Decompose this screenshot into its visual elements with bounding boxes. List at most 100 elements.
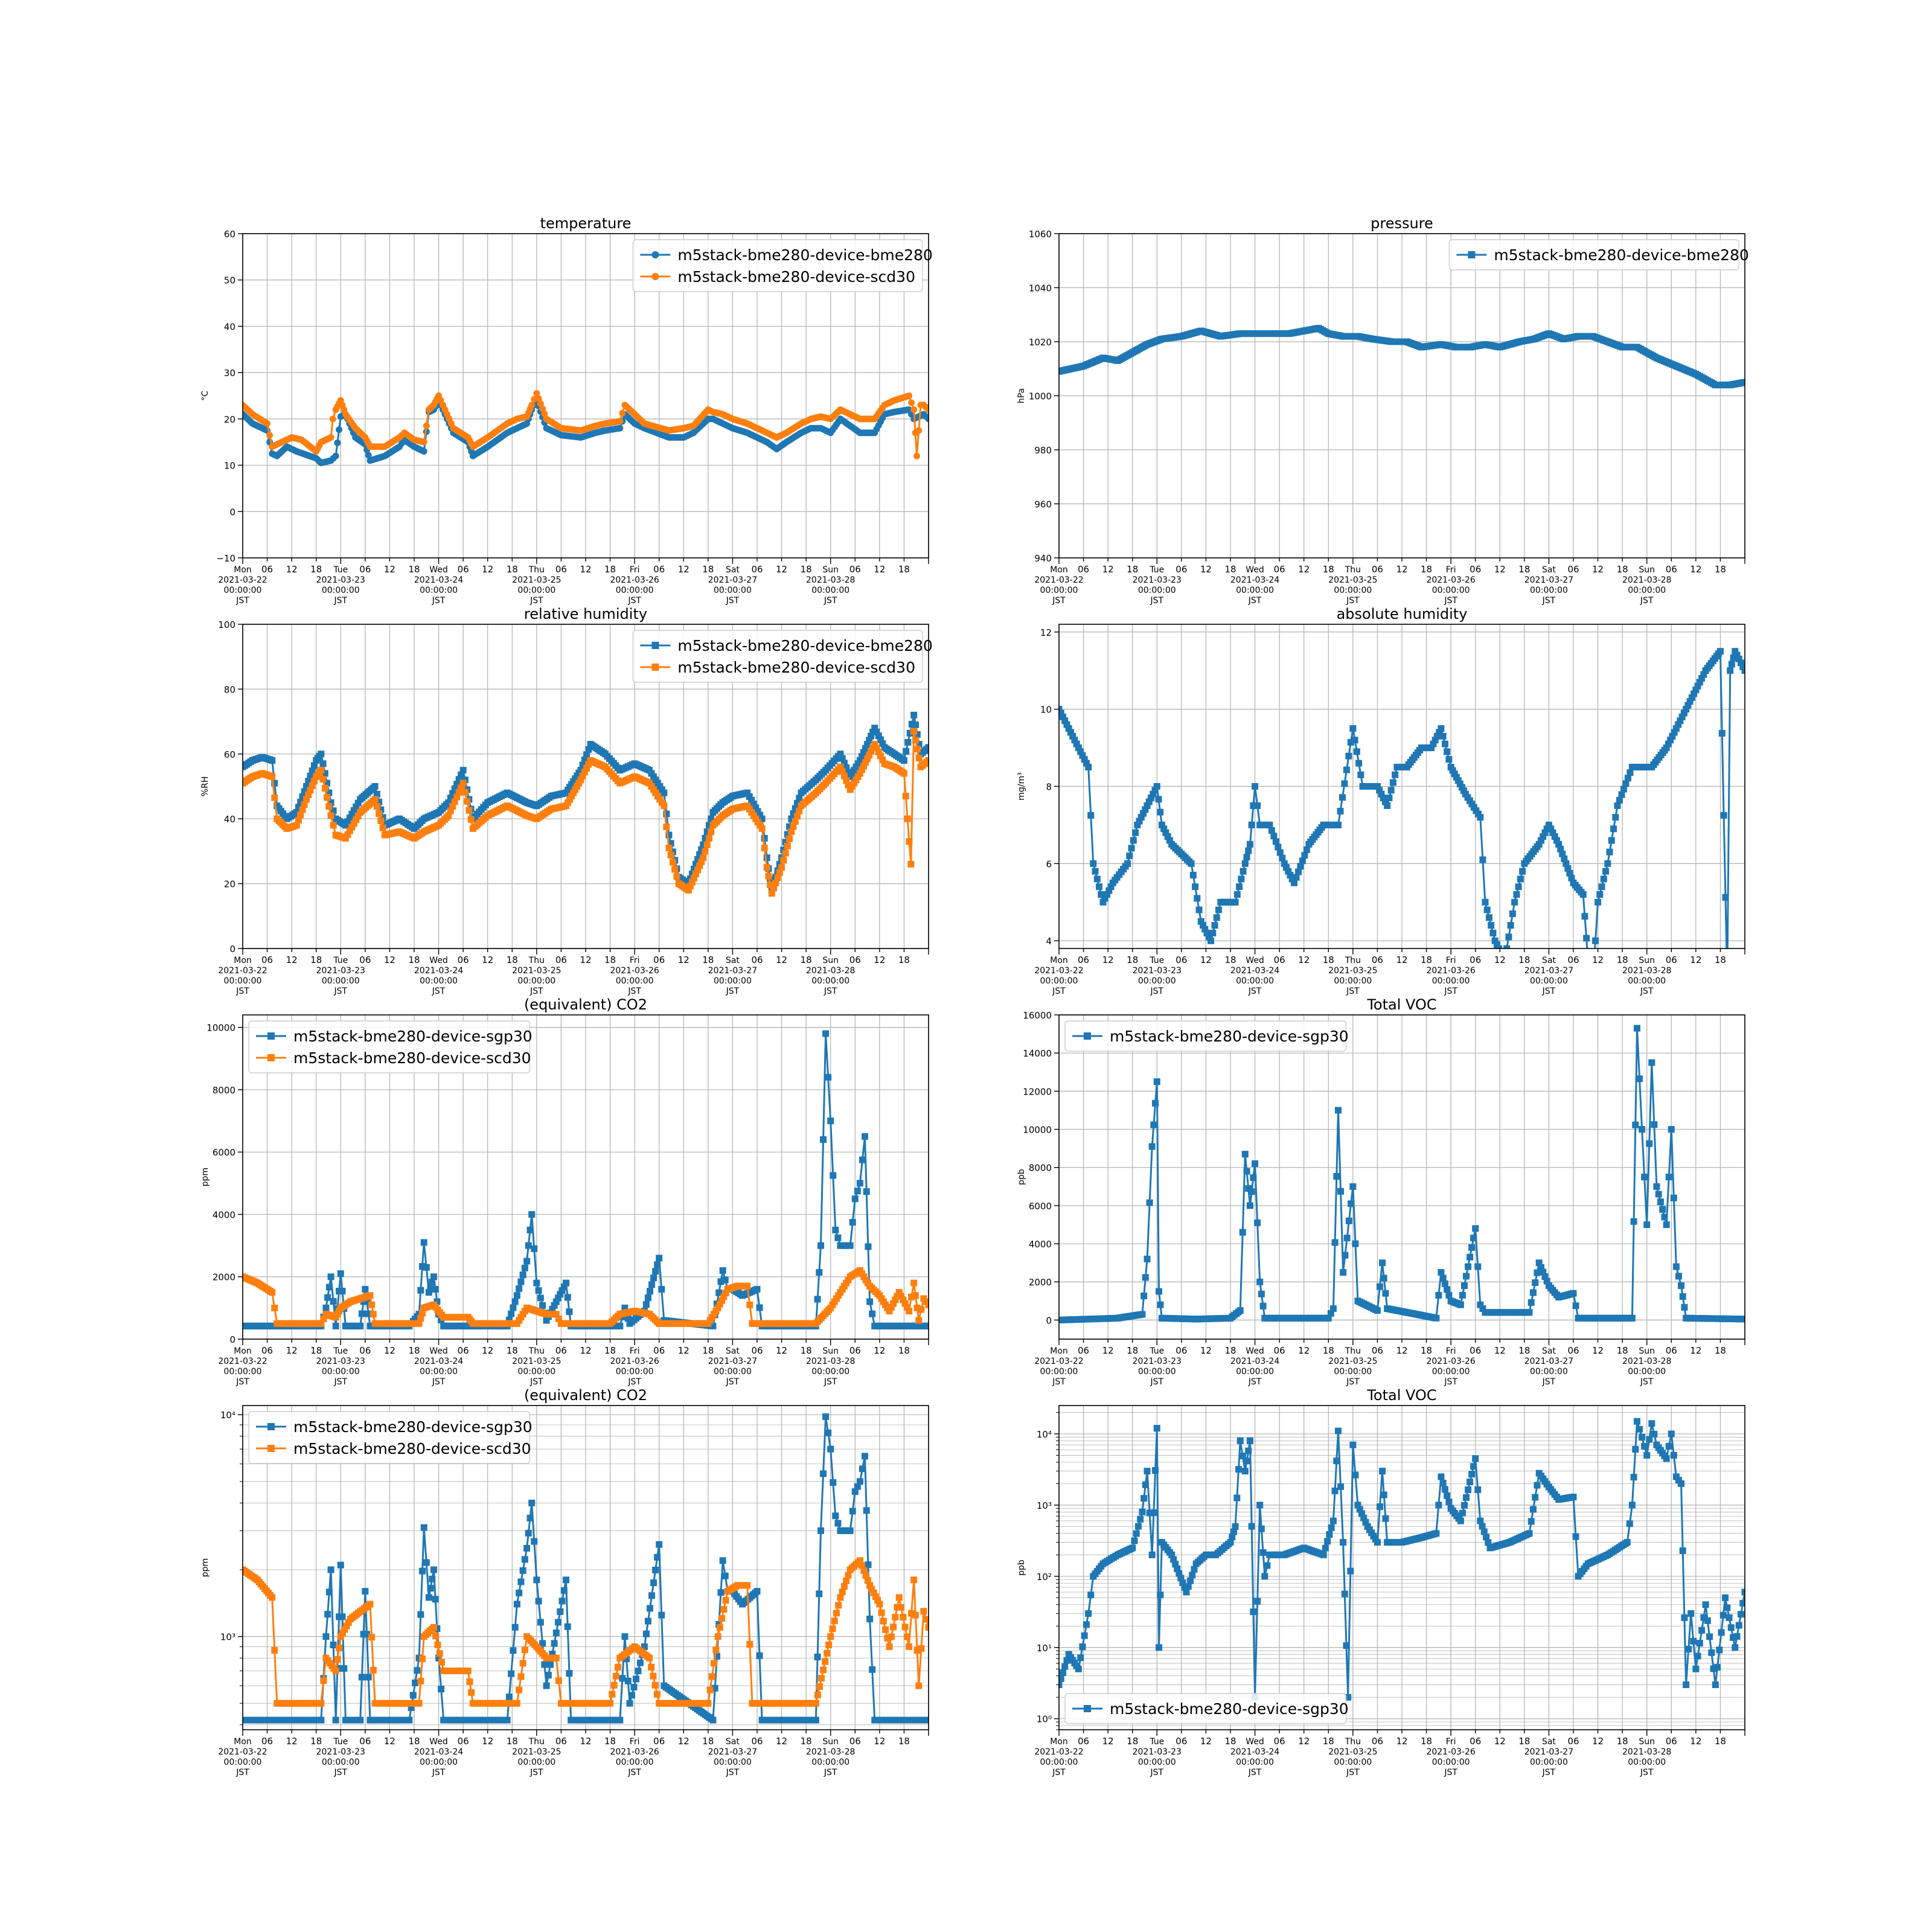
data-point <box>362 1588 369 1595</box>
data-point <box>1209 929 1217 936</box>
data-point <box>552 1311 560 1318</box>
data-point <box>417 1677 424 1684</box>
x-minor-tick-label: 06 <box>555 564 567 575</box>
data-point <box>365 1310 372 1317</box>
data-point <box>862 1572 869 1579</box>
x-major-tick-label: Wed <box>1246 1346 1264 1356</box>
data-point <box>1561 855 1568 862</box>
data-point <box>1479 1305 1486 1312</box>
data-point <box>1541 829 1549 836</box>
x-minor-tick-label: 12 <box>678 564 689 575</box>
data-point <box>425 1289 432 1296</box>
x-minor-tick-label: 06 <box>1470 564 1481 575</box>
data-point <box>537 1619 544 1626</box>
data-point <box>379 824 386 831</box>
x-minor-tick-label: 06 <box>1666 955 1677 965</box>
data-point <box>327 1566 334 1573</box>
data-point <box>1272 838 1279 845</box>
x-major-tick-label: 2021-03-26 <box>610 1747 659 1757</box>
data-point <box>1670 1194 1677 1201</box>
data-point <box>535 1287 542 1294</box>
data-point <box>642 1301 650 1308</box>
data-point <box>1668 1126 1675 1133</box>
x-major-tick-label: 00:00:00 <box>322 1367 360 1377</box>
x-minor-tick-label: 12 <box>1494 1345 1506 1356</box>
data-point <box>1345 1217 1352 1224</box>
data-point <box>1439 1275 1447 1282</box>
y-tick-label: 100 <box>218 619 235 630</box>
data-point <box>1732 648 1739 655</box>
data-point <box>1431 737 1439 744</box>
x-major-tick-label: 2021-03-23 <box>316 575 365 585</box>
data-point <box>523 1544 531 1552</box>
chart-0: −10 0 10 20 30 40 50 60 06 12 18 06 12 18 06 12 18 06 12 18… <box>200 215 933 606</box>
data-point <box>1343 766 1350 773</box>
data-point <box>1155 796 1162 803</box>
data-point <box>876 1601 883 1608</box>
data-point <box>635 1668 642 1675</box>
legend-label: m5stack-bme280-device-sgp30 <box>293 1028 533 1045</box>
data-point <box>1331 1239 1339 1246</box>
data-point <box>859 1156 866 1163</box>
data-point <box>717 1589 724 1596</box>
data-point <box>555 1619 562 1626</box>
data-point <box>619 1675 626 1682</box>
data-point <box>650 1579 657 1587</box>
data-point <box>1205 933 1212 941</box>
x-minor-tick-label: 06 <box>1470 955 1481 965</box>
data-point <box>632 1675 639 1683</box>
data-point <box>526 1226 534 1233</box>
x-minor-tick-label: 12 <box>1494 955 1506 965</box>
data-point <box>310 762 318 769</box>
data-point <box>459 767 467 774</box>
x-major-tick-label: 2021-03-24 <box>414 575 463 585</box>
x-minor-tick-label: 18 <box>801 564 812 575</box>
x-major-tick-label: Sat <box>726 1737 740 1747</box>
data-point <box>901 1300 909 1307</box>
x-major-tick-label: 2021-03-27 <box>1524 1357 1573 1366</box>
data-point <box>423 422 430 429</box>
data-point <box>1085 764 1092 771</box>
x-minor-tick-label: 12 <box>1200 564 1212 575</box>
data-point <box>722 1290 729 1297</box>
y-tick-label: 40 <box>224 321 235 332</box>
data-point <box>1157 1301 1164 1308</box>
data-point <box>523 1258 531 1265</box>
data-point <box>1651 1121 1658 1128</box>
data-point <box>447 795 454 802</box>
x-major-tick-label: 2021-03-28 <box>806 575 855 585</box>
x-minor-tick-label: 12 <box>776 955 787 965</box>
data-point <box>1509 910 1516 917</box>
x-major-tick-label: 2021-03-26 <box>1426 575 1475 585</box>
data-point <box>920 1608 927 1615</box>
data-point <box>906 1643 913 1650</box>
x-minor-tick-label: 06 <box>1567 955 1579 965</box>
data-point <box>711 1660 718 1667</box>
data-point <box>671 866 679 873</box>
x-minor-tick-label: 18 <box>310 1736 322 1747</box>
data-point <box>332 452 339 459</box>
data-point <box>1610 825 1617 833</box>
x-major-tick-label: Tue <box>333 565 348 575</box>
data-point <box>376 810 383 817</box>
data-point <box>925 406 929 414</box>
data-point <box>843 1577 850 1584</box>
data-point <box>877 736 884 743</box>
data-point <box>336 1645 343 1652</box>
data-point <box>796 807 803 814</box>
data-point <box>429 1278 436 1285</box>
data-point <box>1553 837 1560 844</box>
data-point <box>302 796 310 803</box>
data-point <box>1595 898 1602 906</box>
data-point <box>1681 1303 1688 1311</box>
data-point <box>880 1617 887 1625</box>
data-point <box>1349 1183 1357 1190</box>
y-tick-label: 1060 <box>1029 229 1052 240</box>
data-point <box>1671 729 1678 736</box>
x-minor-tick-label: 12 <box>482 564 493 575</box>
data-point <box>612 1672 619 1680</box>
data-point <box>1333 1172 1340 1180</box>
x-major-tick-label: JST <box>726 596 740 606</box>
data-point <box>1059 1681 1063 1688</box>
